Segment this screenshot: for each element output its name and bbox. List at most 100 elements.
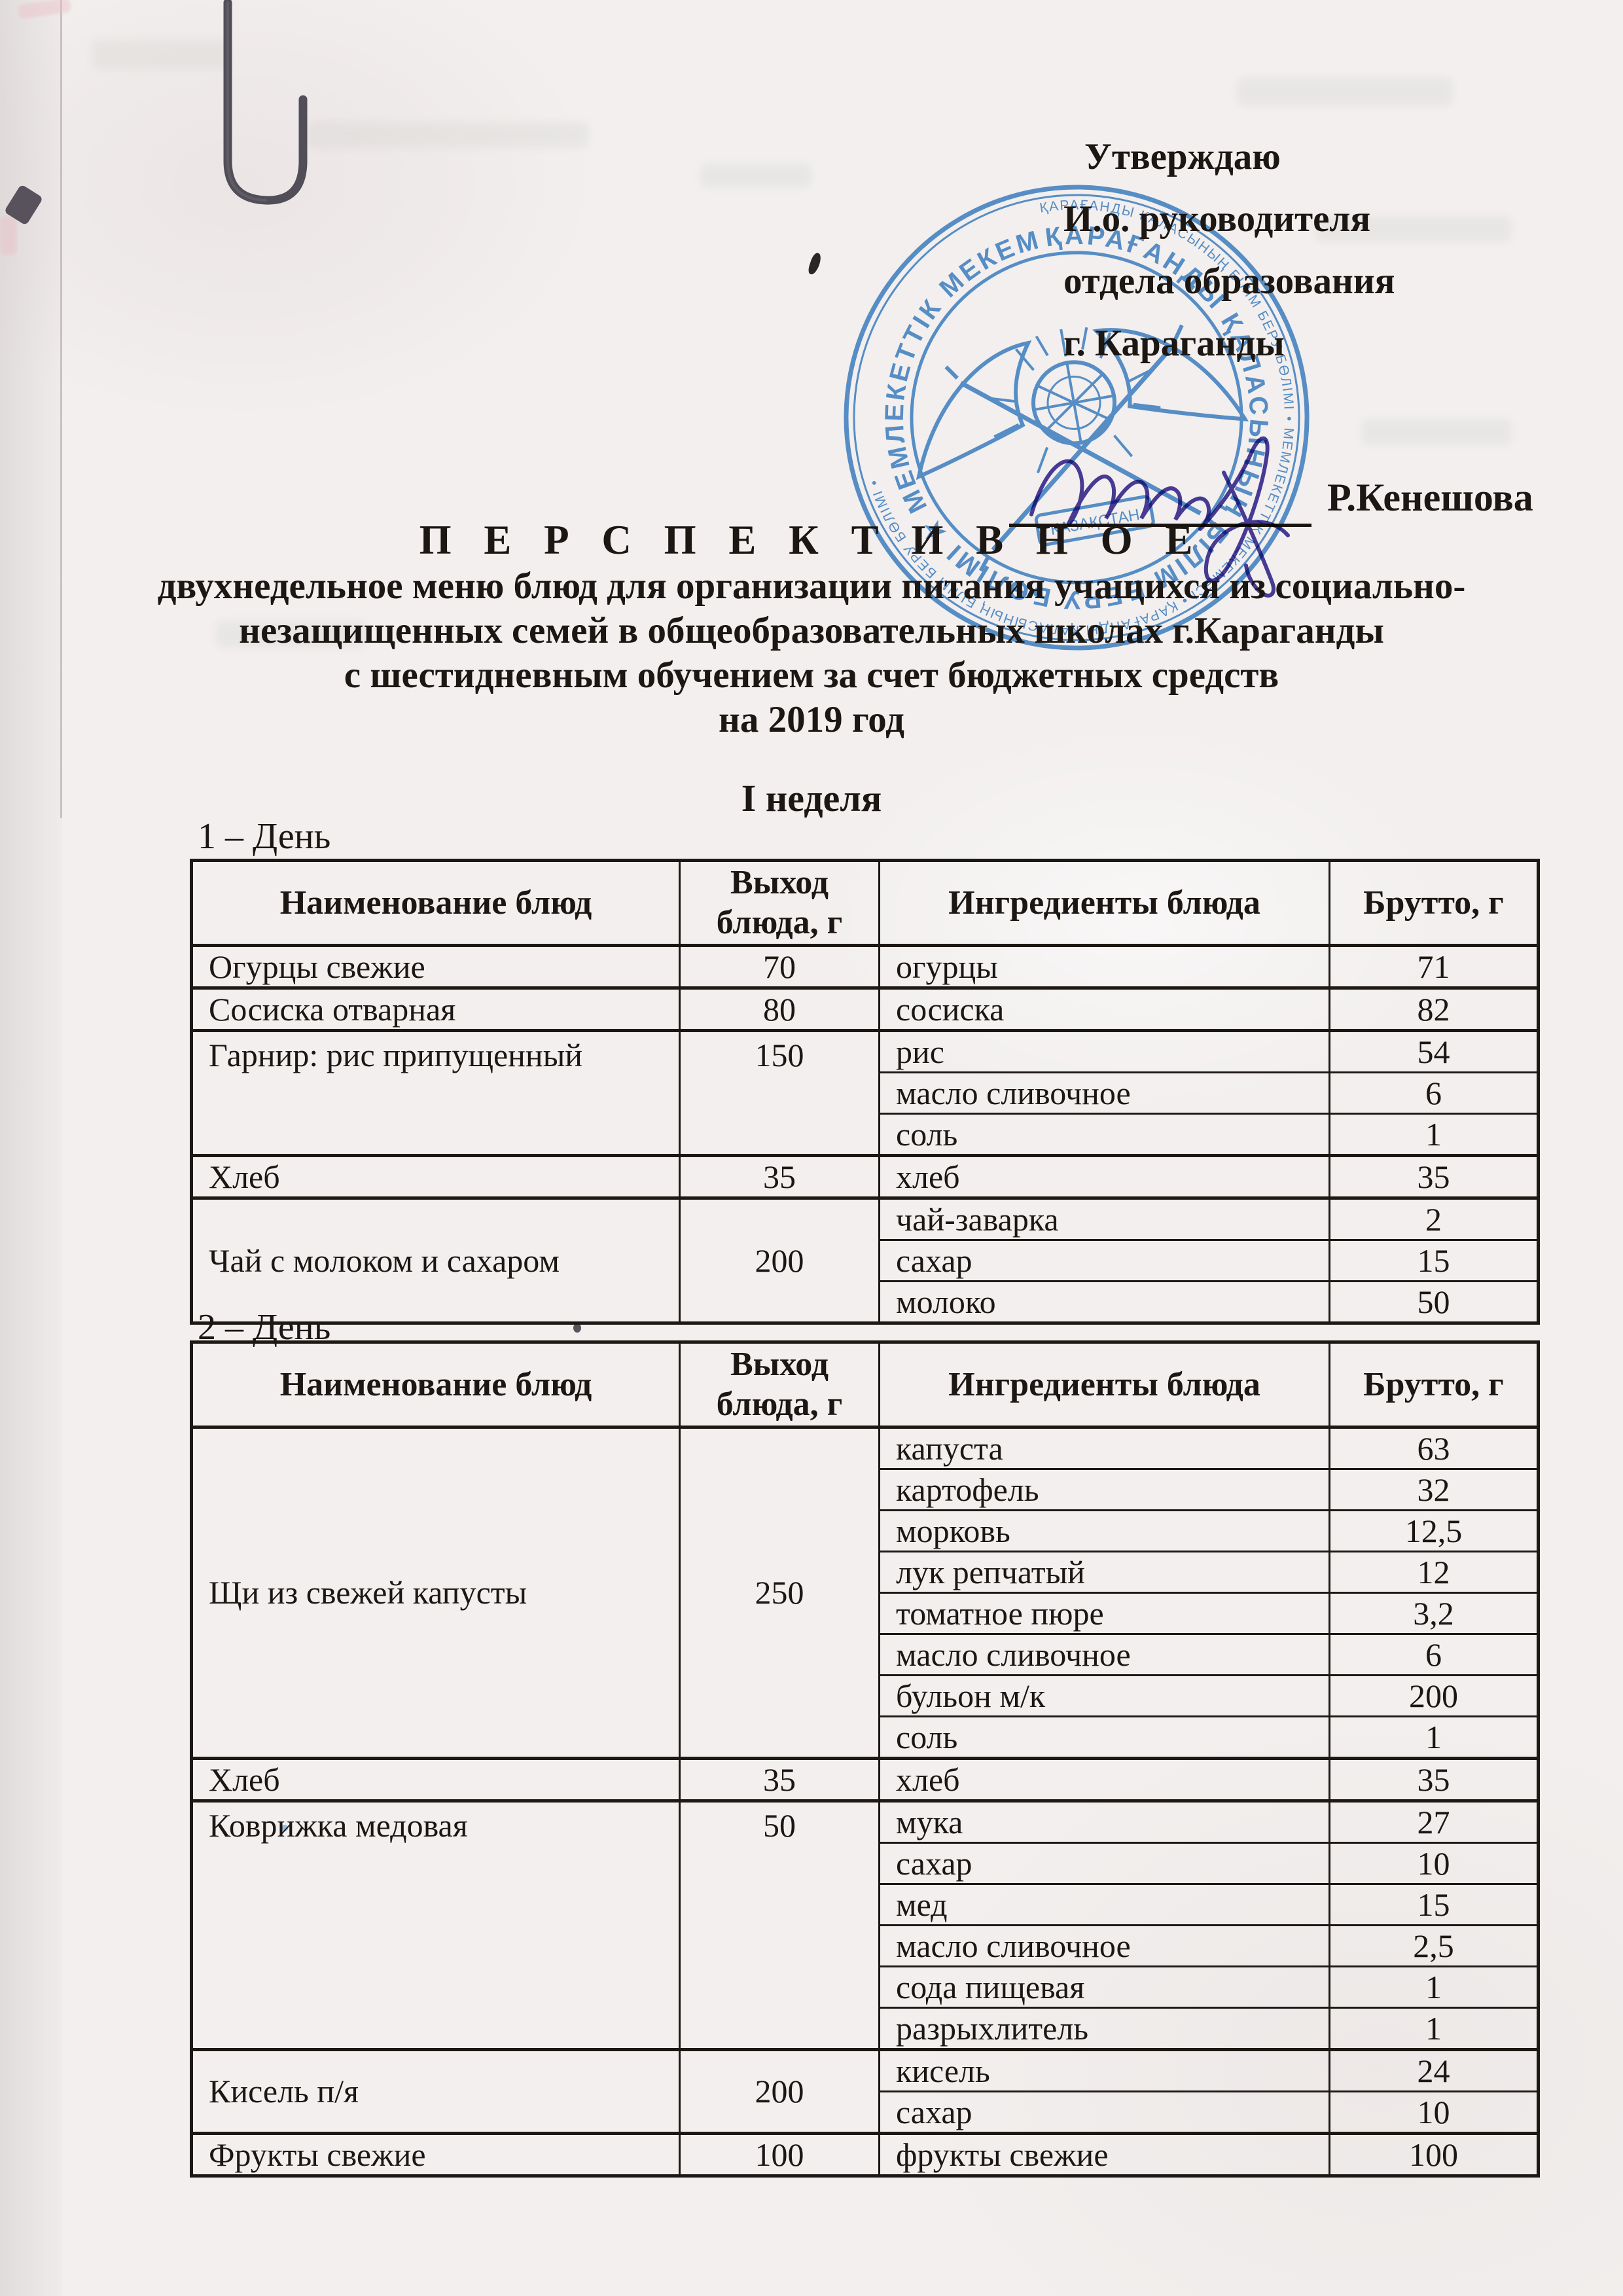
ingredient-cell: рис xyxy=(878,1028,1330,1073)
ingredient-cell: молоко xyxy=(878,1280,1330,1324)
ingredient-cell: кисель xyxy=(878,2047,1330,2092)
ingredient-cell: мука xyxy=(878,1799,1330,1844)
bleed-through-smudge xyxy=(700,164,812,187)
table-row: Хлеб 35 хлеб 35 xyxy=(190,1153,1539,1199)
dish-name-cell: Сосиска отварная xyxy=(190,986,681,1031)
title-line: на 2019 год xyxy=(719,699,904,740)
ingredient-cell: огурцы xyxy=(878,943,1330,989)
brutto-cell: 32 xyxy=(1329,1467,1539,1511)
table-row: морковь 12,5 xyxy=(192,1509,1539,1552)
ingredient-cell: бульон м/к xyxy=(878,1674,1330,1717)
approval-line: г. Караганды xyxy=(1063,323,1285,364)
ingredient-cell: соль xyxy=(878,1715,1330,1759)
title-line: с шестидневным обучением за счет бюджетн… xyxy=(344,655,1279,696)
table-row: масло сливочное 6 xyxy=(192,1632,1539,1676)
week-heading: I неделя xyxy=(741,777,882,819)
table-row: бульон м/к 200 xyxy=(192,1674,1539,1717)
ingredient-cell: сахар xyxy=(878,2090,1330,2134)
approval-block: Утверждаю И.о. руководителя отдела образ… xyxy=(1063,126,1395,374)
table-row: Фрукты свежие 100 фрукты свежие 100 xyxy=(190,2131,1539,2177)
dish-name-cell: Гарнир: рис припущенный xyxy=(190,1028,681,1157)
table-row: масло сливочное 6 xyxy=(192,1071,1539,1115)
ingredient-cell: капуста xyxy=(878,1425,1330,1470)
dish-name-cell: Коврижка медовая xyxy=(190,1799,681,2051)
dish-output-cell: 100 xyxy=(679,2131,880,2177)
official-seal-stamp: ҚАЗАҚСТАН ҚАРАҒАНДЫ ҚАЛАСЫНЫҢ БІЛІМ БЕРУ… xyxy=(786,127,1331,672)
approval-line: отдела образования xyxy=(1063,260,1395,302)
ingredient-cell: сода пищевая xyxy=(878,1965,1330,2009)
scan-pink-smear xyxy=(0,216,17,255)
table-row: Огурцы свежие 70 огурцы 71 xyxy=(190,943,1539,989)
column-header: Наименование блюд xyxy=(190,1341,681,1429)
brutto-cell: 200 xyxy=(1329,1674,1539,1717)
table-row: Кисель п/я 200 кисель 24 xyxy=(190,2047,1539,2134)
brutto-cell: 6 xyxy=(1329,1071,1539,1115)
ingredient-cell: морковь xyxy=(878,1509,1330,1552)
table-header-row: Наименование блюд Выход блюда, г Ингредиент… xyxy=(190,1341,1539,1429)
ingredient-cell: картофель xyxy=(878,1467,1330,1511)
brutto-cell: 10 xyxy=(1329,2090,1539,2134)
ingredient-cell: разрыхлитель xyxy=(878,2006,1330,2051)
table-row: сахар 10 xyxy=(192,1841,1539,1885)
handwritten-signature xyxy=(1029,436,1290,598)
ingredient-cell: мед xyxy=(878,1882,1330,1926)
title-line: незащищенных семей в общеобразовательных… xyxy=(239,610,1384,651)
ingredient-cell: сосиска xyxy=(878,986,1330,1031)
brutto-cell: 15 xyxy=(1329,1882,1539,1926)
menu-table-day1: Наименование блюд Выход блюда, г Ингредиент… xyxy=(190,859,1540,1325)
table-row: Коврижка медовая 50 мука 27 xyxy=(190,1799,1539,2051)
brutto-cell: 82 xyxy=(1329,986,1539,1031)
dish-output-cell: 250 xyxy=(679,1425,880,1759)
brutto-cell: 100 xyxy=(1329,2131,1539,2177)
column-header: Наименование блюд xyxy=(190,859,681,947)
brutto-cell: 6 xyxy=(1329,1632,1539,1676)
scan-edge-shade xyxy=(0,0,62,2296)
dish-name-cell: Хлеб xyxy=(190,1153,681,1199)
brutto-cell: 2 xyxy=(1329,1196,1539,1241)
dish-output-cell: 80 xyxy=(679,986,880,1031)
table-row: молоко 50 xyxy=(192,1280,1539,1324)
dish-output-cell: 200 xyxy=(679,2047,880,2134)
menu-table-day2: Наименование блюд Выход блюда, г Ингредиент… xyxy=(190,1340,1540,2178)
dish-name-cell: Чай с молоком и сахаром xyxy=(190,1196,681,1324)
dish-name-cell: Фрукты свежие xyxy=(190,2131,681,2177)
table-row: лук репчатый 12 xyxy=(192,1550,1539,1594)
dish-output-cell: 200 xyxy=(679,1196,880,1324)
scan-dot xyxy=(573,1323,581,1333)
ingredient-cell: хлеб xyxy=(878,1756,1330,1802)
ingredient-cell: сахар xyxy=(878,1238,1330,1282)
column-header: Ингредиенты блюда xyxy=(878,1341,1330,1429)
brutto-cell: 50 xyxy=(1329,1280,1539,1324)
brutto-cell: 12,5 xyxy=(1329,1509,1539,1552)
brutto-cell: 2,5 xyxy=(1329,1924,1539,1967)
table-row: сахар 15 xyxy=(192,1238,1539,1282)
column-header: Брутто, г xyxy=(1329,1341,1539,1429)
brutto-cell: 10 xyxy=(1329,1841,1539,1885)
signature-line xyxy=(1009,524,1311,527)
ingredient-cell: хлеб xyxy=(878,1153,1330,1199)
table-row: томатное пюре 3,2 xyxy=(192,1591,1539,1635)
table-row: картофель 32 xyxy=(192,1467,1539,1511)
ingredient-cell: масло сливочное xyxy=(878,1071,1330,1115)
table-row: Хлеб 35 хлеб 35 xyxy=(190,1756,1539,1802)
document-title-block: П Е Р С П Е К Т И В Н О Е двухнедельное … xyxy=(137,516,1486,742)
column-header: Ингредиенты блюда xyxy=(878,859,1330,947)
bleed-through-smudge xyxy=(216,620,366,648)
table-row: мед 15 xyxy=(192,1882,1539,1926)
paperclip-icon xyxy=(223,0,308,205)
ingredient-cell: сахар xyxy=(878,1841,1330,1885)
title-main: П Е Р С П Е К Т И В Н О Е xyxy=(419,517,1204,563)
signer-name: Р.Кенешова xyxy=(1327,476,1533,519)
scan-edge-line xyxy=(60,0,62,818)
title-line: двухнедельное меню блюд для организации … xyxy=(157,565,1466,607)
brutto-cell: 71 xyxy=(1329,943,1539,989)
table-row: масло сливочное 2,5 xyxy=(192,1924,1539,1967)
brutto-cell: 24 xyxy=(1329,2047,1539,2092)
approval-line: Утверждаю xyxy=(1084,136,1281,177)
dish-output-cell: 70 xyxy=(679,943,880,989)
dish-output-cell: 150 xyxy=(679,1028,880,1157)
brutto-cell: 15 xyxy=(1329,1238,1539,1282)
brutto-cell: 1 xyxy=(1329,1715,1539,1759)
table-row: соль 1 xyxy=(192,1715,1539,1759)
